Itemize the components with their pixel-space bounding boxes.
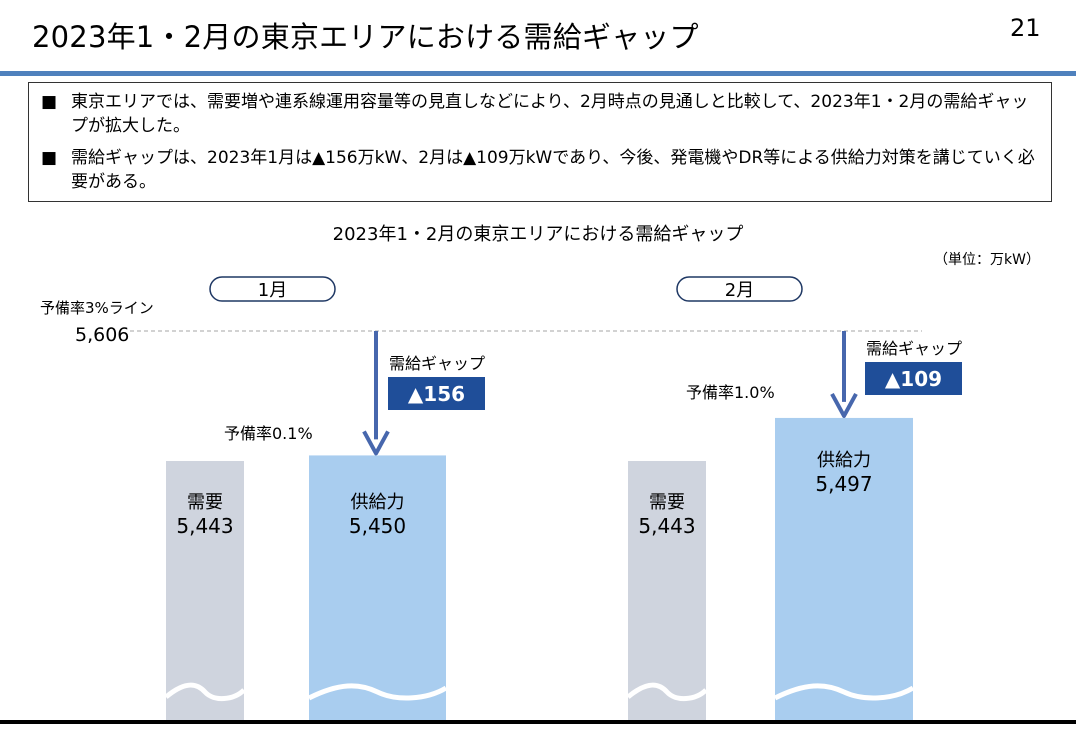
month-label-pill <box>676 276 803 302</box>
gap-label: 需給ギャップ <box>389 354 485 373</box>
summary-bullet: ■ 需給ギャップは、2023年1月は▲156万kW、2月は▲109万kWであり、… <box>41 146 1041 194</box>
axis-break-wave <box>626 682 708 701</box>
supply-bar-label: 供給力 <box>351 492 405 513</box>
demand-bar-label: 需要 <box>187 492 223 513</box>
demand-bar-value: 5,443 <box>638 514 695 538</box>
chart-title: 2023年1・2月の東京エリアにおける需給ギャップ <box>332 224 744 245</box>
demand-bar <box>166 461 244 722</box>
unit-label: （単位：万kW） <box>934 252 1040 268</box>
gap-value: ▲156 <box>408 382 465 406</box>
demand-bar-value: 5,443 <box>176 514 233 538</box>
reserve-rate-label: 予備率1.0% <box>686 383 775 402</box>
axis-break-wave <box>307 683 448 701</box>
reference-line-value: 5,606 <box>75 324 129 346</box>
bottom-rule <box>0 720 1076 724</box>
month-label: 1月 <box>258 280 287 301</box>
axis-break-wave <box>164 682 246 701</box>
supply-bar <box>309 455 446 722</box>
gap-value-badge <box>865 362 962 395</box>
slide-title: 2023年1・2月の東京エリアにおける需給ギャップ <box>32 20 699 54</box>
gap-value: ▲109 <box>885 367 942 391</box>
summary-bullet-text: 東京エリアでは、需要増や連系線運用容量等の見直しなどにより、2月時点の見通しと比… <box>71 92 1029 136</box>
bullet-square-icon: ■ <box>41 148 58 168</box>
demand-bar-label: 需要 <box>649 492 685 513</box>
supply-bar <box>775 417 913 722</box>
reference-line-label: 予備率3%ライン <box>40 299 154 317</box>
gap-arrowhead <box>830 392 858 418</box>
supply-bar-label: 供給力 <box>817 450 871 471</box>
gap-value-badge <box>388 377 485 410</box>
summary-bullet-text: 需給ギャップは、2023年1月は▲156万kW、2月は▲109万kWであり、今後… <box>71 148 1035 192</box>
reserve-rate-label: 予備率0.1% <box>224 424 313 443</box>
axis-break-wave <box>773 683 915 701</box>
gap-label: 需給ギャップ <box>866 339 962 358</box>
gap-arrowhead <box>362 430 390 456</box>
bullet-square-icon: ■ <box>41 92 58 112</box>
supply-bar-value: 5,450 <box>349 514 406 538</box>
month-label-pill <box>209 276 336 302</box>
supply-bar-value: 5,497 <box>815 472 872 496</box>
summary-bullet: ■ 東京エリアでは、需要増や連系線運用容量等の見直しなどにより、2月時点の見通し… <box>41 90 1041 138</box>
demand-bar <box>628 461 706 722</box>
page-number: 21 <box>1010 14 1041 42</box>
month-label: 2月 <box>725 280 754 301</box>
title-divider <box>0 71 1076 76</box>
summary-box: ■ 東京エリアでは、需要増や連系線運用容量等の見直しなどにより、2月時点の見通し… <box>28 82 1052 202</box>
